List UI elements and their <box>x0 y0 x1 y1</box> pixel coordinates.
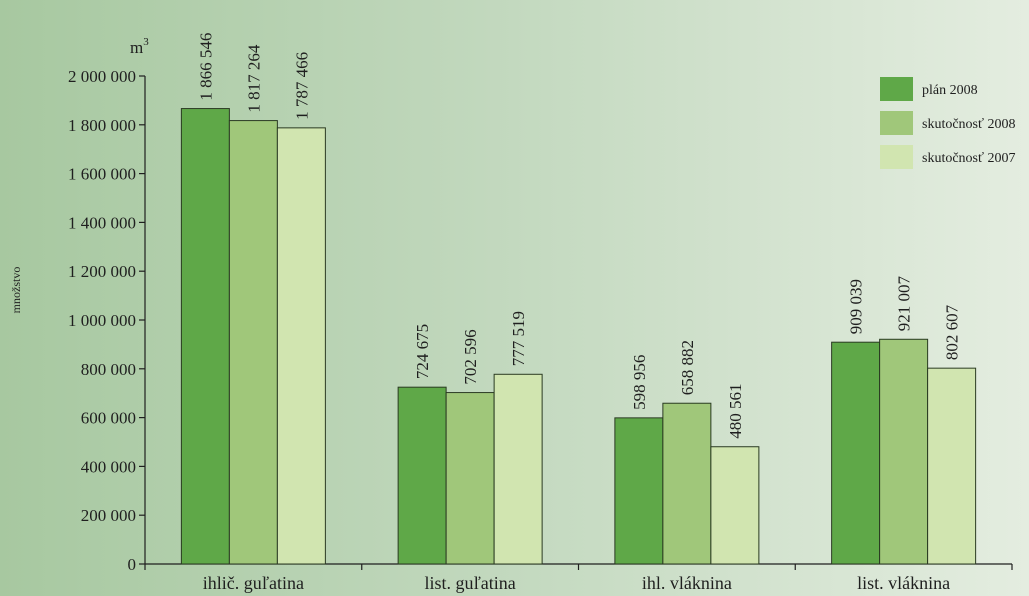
y-tick-label: 2 000 000 <box>68 67 136 86</box>
legend: plán 2008 skutočnosť 2008 skutočnosť 2007 <box>880 77 1015 169</box>
legend-label: skutočnosť 2007 <box>922 151 1015 166</box>
bar-value-label: 658 882 <box>678 340 697 395</box>
legend-label: plán 2008 <box>922 83 978 98</box>
axes: 0 200 000 400 000 600 000 800 000 1 000 000 1 … <box>68 67 1013 593</box>
y-tick-label: 1 400 000 <box>68 213 136 232</box>
x-category-label: list. vláknina <box>857 573 950 593</box>
bar-value-label: 1 817 264 <box>244 44 263 113</box>
bar-value-label: 480 561 <box>726 383 745 438</box>
y-axis-label: množstvo <box>9 267 23 314</box>
bar <box>662 402 712 565</box>
legend-label: skutočnosť 2008 <box>922 117 1015 132</box>
y-tick-label: 1 800 000 <box>68 116 136 135</box>
x-category-label: list. guľatina <box>424 573 515 593</box>
unit-label: m3 <box>130 36 149 57</box>
bar-value-label: 802 607 <box>943 304 962 360</box>
bar-value-label: 1 787 466 <box>292 52 311 120</box>
bar-value-label: 777 519 <box>509 311 528 366</box>
bar <box>445 392 495 565</box>
y-tick-label: 1 000 000 <box>68 311 136 330</box>
bar <box>927 367 977 565</box>
bar <box>879 338 929 565</box>
bar-value-label: 921 007 <box>895 276 914 332</box>
bar <box>276 127 326 565</box>
bar-value-label: 702 596 <box>461 329 480 384</box>
legend-swatch <box>880 111 913 135</box>
x-category-label: ihlič. guľatina <box>203 573 304 593</box>
y-tick-label: 600 000 <box>81 409 136 428</box>
y-tick-label: 0 <box>128 555 137 574</box>
unit-base: m <box>130 38 143 57</box>
bar <box>180 108 230 565</box>
y-tick-label: 800 000 <box>81 360 136 379</box>
legend-swatch <box>880 145 913 169</box>
bars <box>180 108 977 565</box>
bar-value-label: 1 866 546 <box>196 33 215 101</box>
legend-swatch <box>880 77 913 101</box>
bar-value-label: 598 956 <box>630 355 649 410</box>
y-tick-label: 400 000 <box>81 457 136 476</box>
bar <box>710 446 760 565</box>
unit-exponent: 3 <box>143 36 149 48</box>
y-tick-label: 200 000 <box>81 506 136 525</box>
x-category-label: ihl. vláknina <box>642 573 732 593</box>
y-tick-label: 1 600 000 <box>68 165 136 184</box>
bar <box>397 386 447 565</box>
bar-value-label: 724 675 <box>413 324 432 379</box>
bar <box>493 373 543 565</box>
y-tick-label: 1 200 000 <box>68 262 136 281</box>
bar-value-label: 909 039 <box>847 279 866 334</box>
bar <box>228 120 278 565</box>
bar <box>614 417 664 565</box>
data-labels: 1 866 546 1 817 264 1 787 466 724 675 702 59… <box>196 33 961 439</box>
bar <box>831 341 881 565</box>
